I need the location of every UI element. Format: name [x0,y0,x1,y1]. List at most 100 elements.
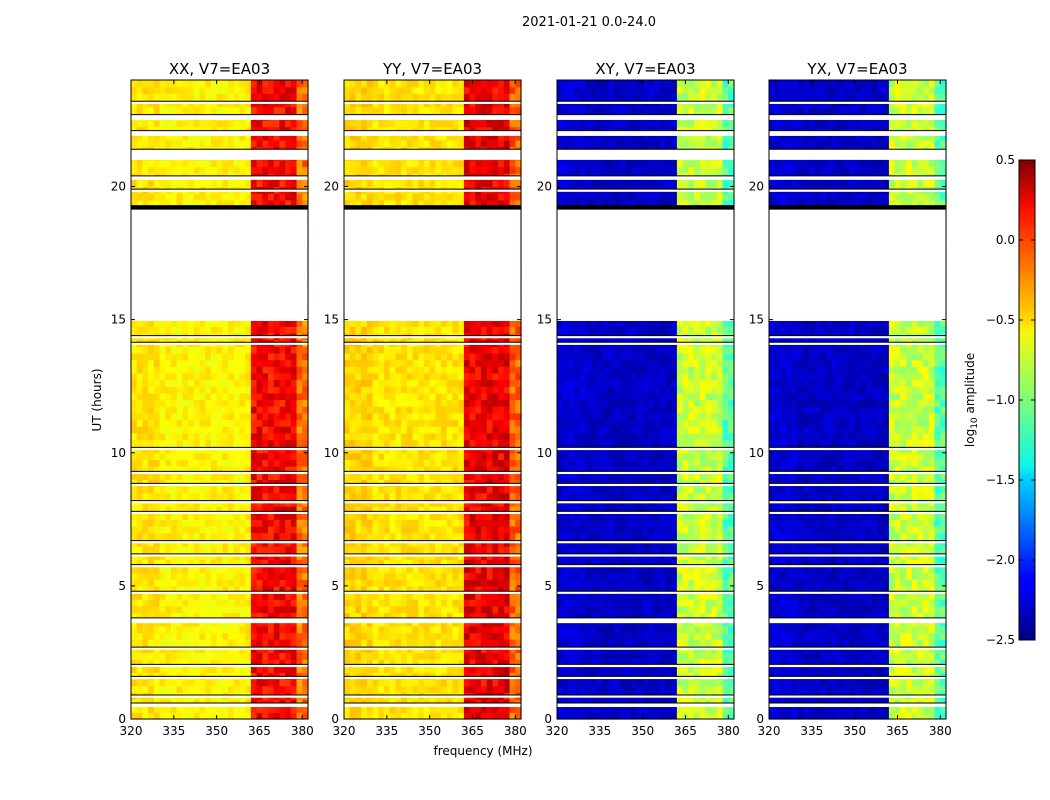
heatmap-cell [389,459,396,467]
heatmap-cell [222,525,229,534]
x-tick-label: 320 [120,724,143,738]
heatmap-cell [136,565,144,574]
heatmap-cell [245,605,252,614]
heatmap-cell [273,86,281,94]
heatmap-cell [355,439,362,447]
heatmap-cell [159,412,166,421]
heatmap-cell [245,412,252,421]
heatmap-cell [199,572,206,580]
heatmap-cell [378,459,385,467]
heatmap-cell [290,685,298,693]
heatmap-cell [136,432,144,441]
heatmap-cell [475,592,482,600]
heatmap-cell [418,565,425,574]
heatmap-cell [423,685,431,693]
heatmap-cell [182,472,189,480]
heatmap-cell [205,466,212,474]
heatmap-cell [170,472,178,480]
heatmap-cell [250,506,258,514]
heatmap-cell [435,592,442,600]
heatmap-cell [469,406,476,414]
heatmap-cell [469,512,476,520]
heatmap-cell [429,472,436,480]
heatmap-cell [136,599,144,607]
heatmap-cell [412,532,419,540]
heatmap-cell [159,379,166,387]
heatmap-cell [481,512,488,520]
heatmap-cell [302,545,309,554]
heatmap-cell [268,179,275,188]
heatmap-cell [463,605,471,614]
heatmap-cell [142,412,149,421]
heatmap-cell [131,592,138,600]
heatmap-cell [458,366,465,374]
heatmap-cell [239,459,246,467]
heatmap-cell [285,705,292,713]
heatmap-cell [463,486,471,494]
heatmap-cell [176,625,183,634]
heatmap-cell [441,319,448,327]
heatmap-cell [383,705,391,713]
heatmap-cell [401,712,408,720]
heatmap-cell [233,179,241,188]
heatmap-cell [361,372,368,381]
heatmap-cell [210,386,218,394]
heatmap-cell [228,652,235,660]
heatmap-cell [492,519,499,527]
heatmap-cell [418,359,425,367]
heatmap-cell [446,565,454,574]
heatmap-cell [245,119,252,128]
heatmap-cell [429,459,436,467]
heatmap-cell [296,585,303,594]
heatmap-cell [256,652,263,660]
heatmap-cell [435,639,442,647]
heatmap-cell [366,525,374,534]
heatmap-cell [222,625,229,634]
heatmap-cell [268,459,275,467]
heatmap-cell [401,679,408,687]
heatmap-cell [256,605,263,614]
heatmap-cell [205,386,212,394]
heatmap-cell [423,392,431,401]
heatmap-cell [239,506,246,514]
heatmap-cell [216,599,223,607]
heatmap-cell [262,193,269,201]
heatmap-cell [262,652,269,660]
heatmap-cell [344,519,351,527]
heatmap-cell [142,379,149,387]
heatmap-cell [302,133,309,141]
heatmap-cell [361,679,368,687]
heatmap-cell [165,632,172,640]
heatmap-cell [361,625,368,634]
heatmap-cell [170,466,178,474]
heatmap-cell [182,346,189,354]
heatmap-cell [193,432,201,441]
heatmap-cell [239,512,246,520]
heatmap-cell [355,472,362,480]
heatmap-cell [492,679,499,687]
heatmap-cell [176,432,183,441]
heatmap-cell [475,605,482,614]
heatmap-cell [509,659,516,667]
heatmap-cell [296,525,303,534]
heatmap-cell [268,506,275,514]
heatmap-cell [469,559,476,567]
heatmap-cell [429,532,436,540]
heatmap-cell [210,486,218,494]
heatmap-cell [285,525,292,534]
heatmap-cell [268,565,275,574]
heatmap-cell [262,392,269,401]
heatmap-cell [435,486,442,494]
heatmap-cell [389,379,396,387]
heatmap-cell [498,372,505,381]
heatmap-cell [515,372,522,381]
heatmap-cell [463,685,471,693]
heatmap-cell [515,472,522,480]
heatmap-cell [279,326,286,334]
heatmap-cell [492,565,499,574]
heatmap-cell [412,599,419,607]
heatmap-cell [262,366,269,374]
heatmap-cell [188,572,195,580]
heatmap-cell [344,392,351,401]
heatmap-cell [142,612,149,620]
